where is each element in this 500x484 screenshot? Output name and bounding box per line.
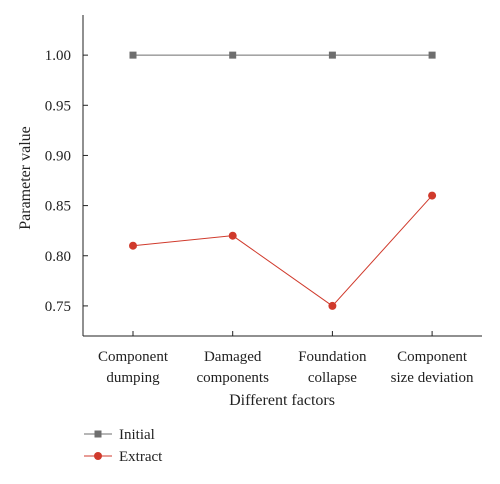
y-tick-label: 0.85 [45,199,71,215]
x-category-label: components [196,370,269,386]
series-initial [129,51,436,59]
data-point [129,51,137,59]
legend-item: Extract [84,449,163,465]
legend-label: Extract [119,449,163,465]
legend-marker [94,430,102,438]
data-point [428,51,436,59]
x-category-label: collapse [308,370,357,386]
x-category-label: Foundation [298,349,367,365]
y-axis-ticks: 0.75 0.80 0.85 0.90 0.95 1.00 [45,48,88,315]
y-tick-label: 0.95 [45,98,71,114]
data-point [229,51,237,59]
data-point [328,301,337,310]
series-line [132,195,433,307]
data-point [328,51,336,59]
y-tick-label: 0.75 [45,299,71,315]
legend-item: Initial [84,427,155,443]
x-category-label: size deviation [391,370,474,386]
legend-label: Initial [119,427,155,443]
legend: Initial Extract [84,427,163,465]
data-point [228,231,237,240]
series-extract [129,191,437,310]
y-axis-title: Parameter value [17,126,34,230]
y-tick-label: 1.00 [45,48,71,64]
y-tick-label: 0.80 [45,249,71,265]
x-category-label: Component [98,349,169,365]
x-category-label: dumping [106,370,160,386]
axes [82,15,482,337]
data-point [428,191,437,200]
x-axis-categories: Component dumping Damaged components Foundat… [98,331,474,386]
legend-marker [94,452,102,460]
data-point [129,241,137,250]
y-tick-label: 0.90 [45,148,71,164]
series-lines [129,51,437,310]
x-axis-title: Different factors [229,392,335,409]
x-category-label: Component [397,349,468,365]
x-category-label: Damaged [204,349,262,365]
